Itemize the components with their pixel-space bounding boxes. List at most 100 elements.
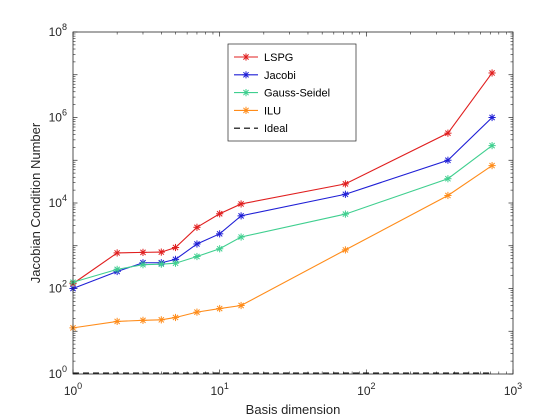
legend-label: Gauss-Seidel xyxy=(264,88,330,100)
x-tick-label: 101 xyxy=(210,381,228,398)
y-tick-label: 108 xyxy=(49,22,67,39)
marker-stroke xyxy=(114,266,121,273)
legend-item-lspg: LSPG xyxy=(234,52,293,64)
marker-stroke xyxy=(140,261,146,268)
marker-stroke xyxy=(342,246,349,253)
plot-area-frame xyxy=(72,31,514,375)
marker-stroke xyxy=(489,70,496,76)
marker-stroke xyxy=(243,71,249,78)
data-point-marker xyxy=(157,248,165,256)
marker-stroke xyxy=(489,162,496,169)
marker-stroke xyxy=(243,107,249,114)
marker-stroke xyxy=(172,244,179,251)
legend-item-ideal: Ideal xyxy=(234,123,288,135)
marker-stroke xyxy=(114,318,121,325)
tick-label-exponent: 3 xyxy=(517,381,522,391)
marker-stroke xyxy=(444,175,451,182)
data-point-marker xyxy=(113,317,121,325)
legend-label: Ideal xyxy=(264,123,288,135)
data-point-marker xyxy=(216,245,224,253)
legend: LSPG Jacobi Gauss-Seidel ILU Ideal xyxy=(227,43,357,142)
marker-stroke xyxy=(243,54,249,60)
marker-stroke xyxy=(158,316,165,323)
marker-stroke xyxy=(238,302,245,309)
series-ilu xyxy=(69,161,496,332)
x-tick-label: 103 xyxy=(504,381,522,398)
data-point-marker xyxy=(341,180,350,188)
tick-label-base: 10 xyxy=(210,384,224,398)
marker-stroke xyxy=(140,249,146,256)
marker-stroke xyxy=(216,245,223,252)
data-point-marker xyxy=(444,175,452,183)
marker-stroke xyxy=(238,200,245,207)
data-point-marker xyxy=(242,53,250,61)
data-point-marker xyxy=(242,106,250,114)
data-point-marker xyxy=(193,252,201,261)
data-point-marker xyxy=(193,308,201,316)
legend-label: LSPG xyxy=(264,52,293,64)
marker-stroke xyxy=(444,157,451,164)
marker-stroke xyxy=(342,180,349,187)
data-point-marker xyxy=(242,89,250,97)
data-point-marker xyxy=(216,230,224,238)
series-lspg xyxy=(69,69,496,288)
series-gauss-seidel xyxy=(69,142,496,286)
tick-label-base: 10 xyxy=(49,282,63,296)
marker-stroke xyxy=(238,212,245,219)
marker-stroke xyxy=(114,249,121,256)
marker-stroke xyxy=(489,142,496,149)
data-point-marker xyxy=(113,265,121,273)
tick-label-exponent: 1 xyxy=(224,381,229,391)
data-point-marker xyxy=(193,240,201,248)
data-point-marker xyxy=(237,200,245,208)
marker-stroke xyxy=(489,114,496,121)
series-jacobi xyxy=(69,113,496,293)
data-point-marker xyxy=(171,313,180,322)
tick-label-base: 10 xyxy=(49,367,63,381)
data-point-marker xyxy=(444,191,452,200)
marker-stroke xyxy=(216,230,223,237)
marker-stroke xyxy=(193,241,200,247)
marker-stroke xyxy=(243,89,249,96)
marker-stroke xyxy=(444,192,451,199)
data-point-marker xyxy=(242,71,250,79)
data-point-marker xyxy=(171,259,180,267)
series-group xyxy=(69,69,496,374)
tick-label-exponent: 4 xyxy=(62,193,67,203)
marker-stroke xyxy=(216,305,223,312)
data-point-marker xyxy=(237,212,245,220)
y-tick-label: 102 xyxy=(49,279,67,296)
data-point-marker xyxy=(139,261,147,269)
data-point-marker xyxy=(444,156,452,164)
data-point-marker xyxy=(488,142,496,150)
data-point-marker xyxy=(237,233,245,241)
marker-stroke xyxy=(216,210,223,217)
tick-label-exponent: 6 xyxy=(62,108,67,118)
data-point-marker xyxy=(216,304,224,313)
legend-item-ilu: ILU xyxy=(234,105,281,117)
x-axis-label: Basis dimension xyxy=(246,402,341,417)
marker-stroke xyxy=(342,191,349,198)
marker-stroke xyxy=(342,211,349,218)
legend-item-jacobi: Jacobi xyxy=(234,70,296,82)
tick-label-base: 10 xyxy=(49,111,63,125)
x-tick-label: 100 xyxy=(64,381,82,398)
tick-label-exponent: 2 xyxy=(62,279,67,289)
data-point-marker xyxy=(113,249,121,257)
marker-stroke xyxy=(158,261,165,268)
legend-label: ILU xyxy=(264,105,281,117)
data-point-marker xyxy=(193,223,201,231)
tick-label-base: 10 xyxy=(357,384,371,398)
tick-marks xyxy=(72,31,514,375)
legend-label: Jacobi xyxy=(264,70,296,82)
y-tick-label: 106 xyxy=(49,108,67,125)
y-axis-label: Jacobian Condition Number xyxy=(28,122,43,283)
data-point-marker xyxy=(139,248,147,256)
data-point-marker xyxy=(488,69,496,77)
tick-label-exponent: 0 xyxy=(62,364,67,374)
data-point-marker xyxy=(488,113,496,122)
marker-stroke xyxy=(158,249,165,256)
